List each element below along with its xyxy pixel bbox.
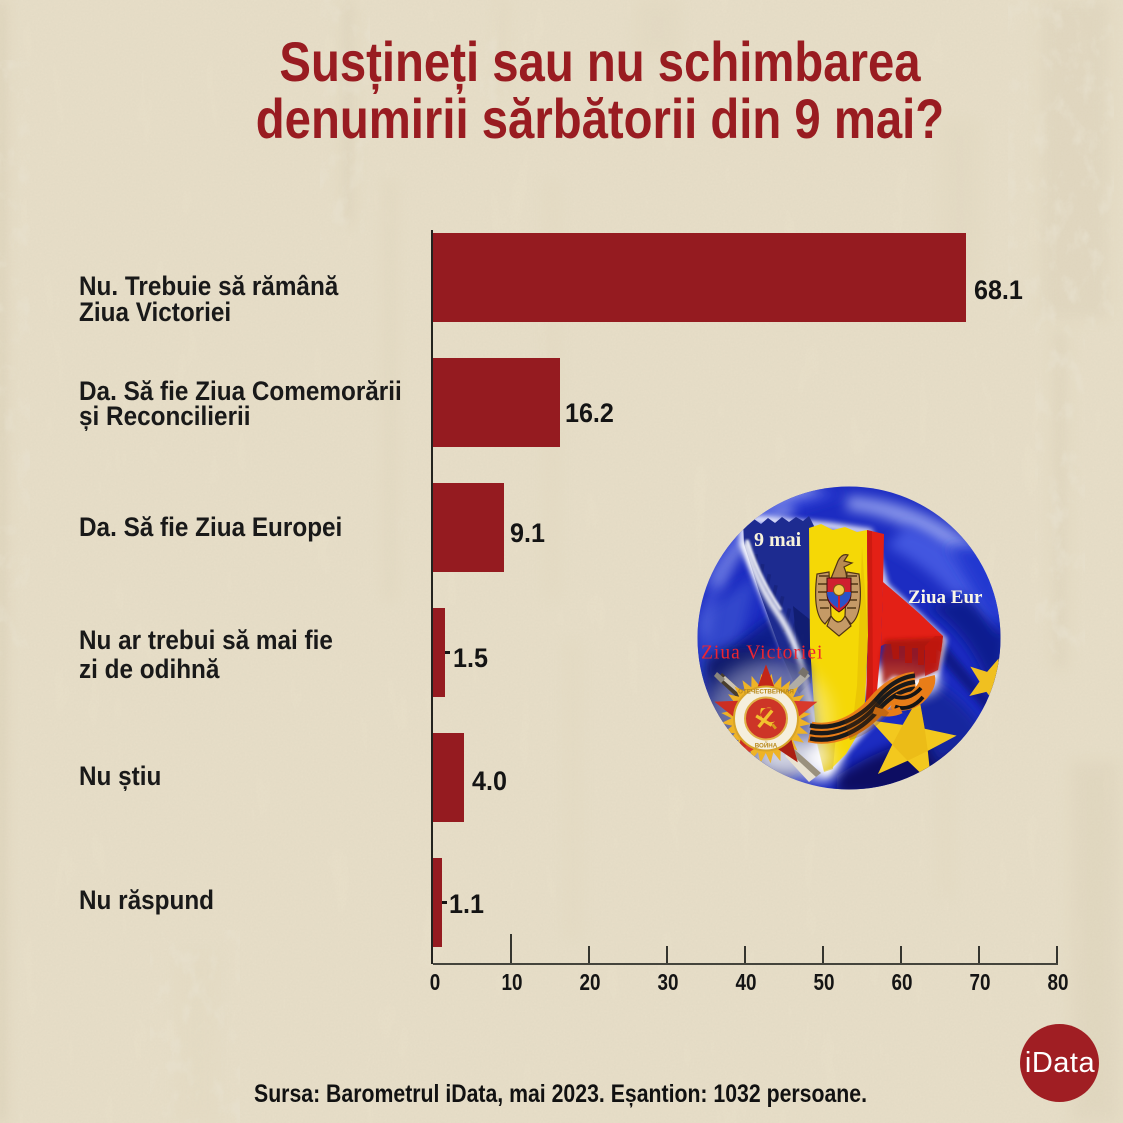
svg-text:9 mai: 9 mai: [754, 529, 802, 551]
svg-text:Ziua Eur: Ziua Eur: [908, 587, 983, 608]
svg-text:ОТЕЧЕСТВЕННАЯ: ОТЕЧЕСТВЕННАЯ: [738, 689, 794, 696]
svg-text:ВОЙНА: ВОЙНА: [755, 742, 778, 750]
svg-text:Ziua Victoriei: Ziua Victoriei: [701, 643, 823, 664]
